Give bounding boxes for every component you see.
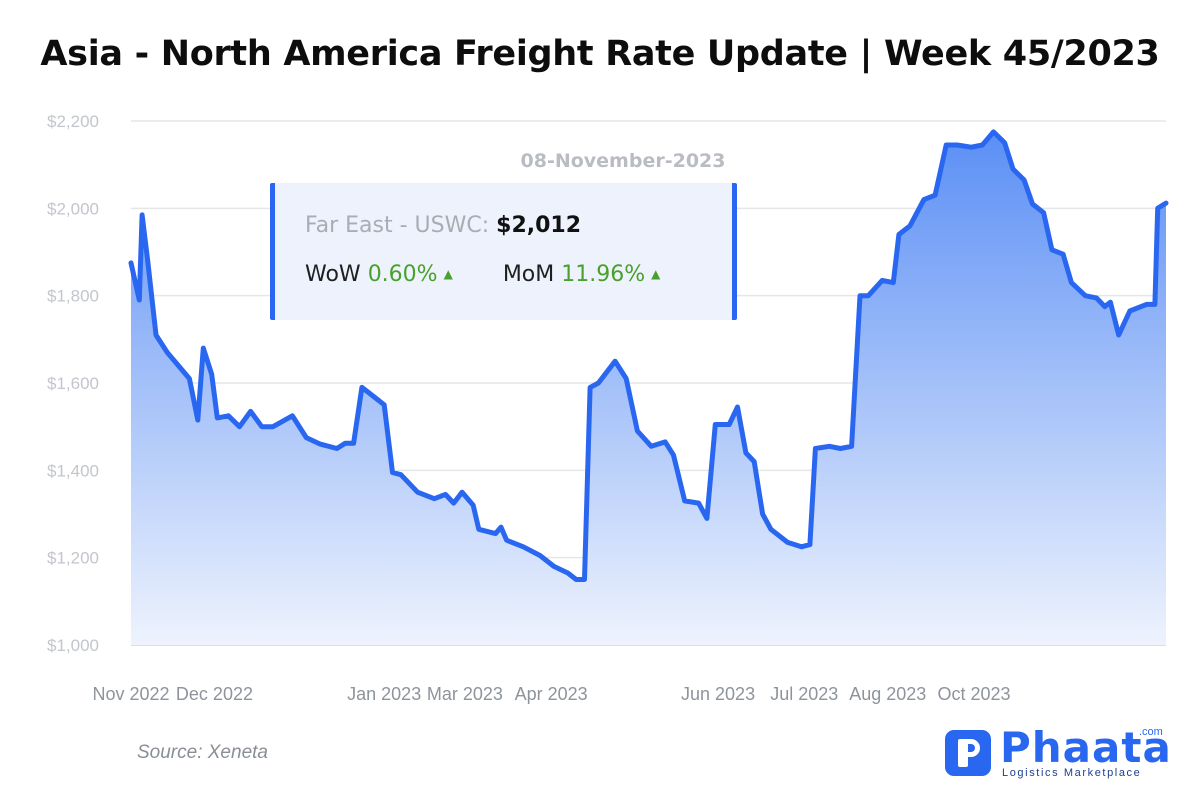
source-note: Source: Xeneta (137, 742, 268, 763)
tooltip-change-row: WoW 0.60% ▲ MoM 11.96% ▲ (305, 262, 660, 287)
y-tick-label: $1,000 (47, 636, 99, 655)
y-tick-label: $1,600 (47, 374, 99, 393)
logo-wordmark: Phaata (1000, 723, 1172, 772)
x-tick-label: Jun 2023 (681, 684, 755, 704)
wow-value: 0.60% (367, 262, 438, 287)
route-label: Far East - USWC: (305, 213, 490, 238)
tooltip-route-row: Far East - USWC: $2,012 (305, 213, 581, 238)
x-tick-label: Jan 2023 (347, 684, 421, 704)
x-tick-label: Jul 2023 (770, 684, 838, 704)
wow-label: WoW (305, 262, 361, 287)
y-tick-label: $2,000 (47, 199, 99, 218)
x-axis-ticks: Nov 2022 Dec 2022 Jan 2023 Mar 2023 Apr 2023… (92, 684, 1010, 704)
mom-value: 11.96% (561, 262, 646, 287)
logo-domain: .com (1139, 726, 1163, 738)
triangle-up-icon: ▲ (651, 267, 661, 281)
y-tick-label: $1,800 (47, 287, 99, 306)
rate-area (131, 131, 1166, 645)
x-tick-label: Nov 2022 (92, 684, 169, 704)
x-tick-label: Dec 2022 (176, 684, 253, 704)
y-tick-label: $1,200 (47, 549, 99, 568)
x-tick-label: Mar 2023 (427, 684, 503, 704)
phaata-logo[interactable]: Phaata .com Logistics Marketplace (945, 723, 1171, 783)
y-tick-label: $2,200 (47, 112, 99, 131)
x-tick-label: Aug 2023 (849, 684, 926, 704)
route-value: $2,012 (496, 213, 582, 238)
page-title: Asia - North America Freight Rate Update… (40, 34, 1160, 74)
logo-tagline: Logistics Marketplace (1002, 767, 1142, 779)
y-tick-label: $1,400 (47, 461, 99, 480)
x-tick-label: Apr 2023 (515, 684, 588, 704)
phaata-logo-icon (945, 730, 991, 776)
rate-tooltip: Far East - USWC: $2,012 WoW 0.60% ▲ MoM 1… (270, 183, 737, 320)
rate-line[interactable] (128, 129, 1169, 582)
x-tick-label: Oct 2023 (938, 684, 1011, 704)
mom-label: MoM (502, 262, 555, 287)
y-axis-ticks: $1,000 $1,200 $1,400 $1,600 $1,800 $2,000 $2,2… (47, 112, 99, 655)
tooltip-date: 08-November-2023 (521, 150, 726, 172)
triangle-up-icon: ▲ (443, 267, 453, 281)
